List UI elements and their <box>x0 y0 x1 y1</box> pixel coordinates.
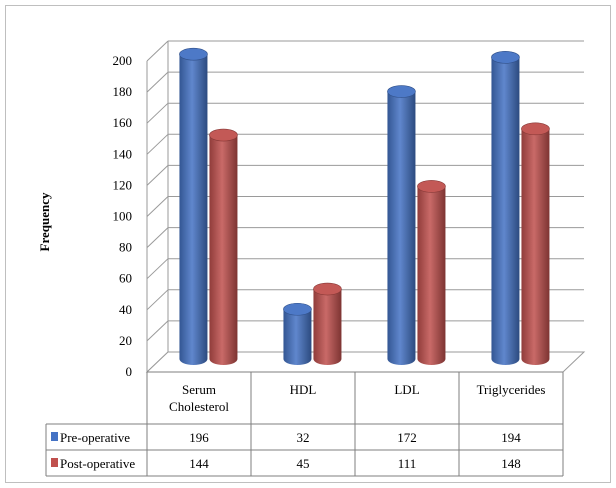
y-tick-label: 40 <box>119 302 132 317</box>
bar <box>417 180 446 365</box>
category-label: Serum <box>182 382 216 397</box>
bar <box>209 128 238 365</box>
y-tick-label: 180 <box>113 84 133 99</box>
category-label: Cholesterol <box>169 399 229 414</box>
data-table: Serum Cholesterol HDL LDL Triglycerides Pre-o… <box>45 371 564 477</box>
bar-body <box>209 135 238 365</box>
legend-label: Post-operative <box>60 456 135 471</box>
bar-body <box>283 309 312 365</box>
y-tick-label: 200 <box>113 53 133 68</box>
bar-body <box>387 91 416 365</box>
y-tick-label: 160 <box>113 115 133 130</box>
bar <box>521 122 550 365</box>
side-gridline <box>146 320 169 342</box>
bar-body <box>521 128 550 365</box>
table-value: 172 <box>397 430 417 445</box>
category-label: HDL <box>290 382 317 397</box>
table-value: 194 <box>501 430 521 445</box>
table-value: 32 <box>297 430 310 445</box>
bar-body <box>179 54 208 365</box>
side-gridline <box>146 102 169 124</box>
side-gridline <box>146 40 169 62</box>
bar <box>313 282 342 365</box>
bar-cap <box>313 282 342 296</box>
y-tick-label: 20 <box>119 333 132 348</box>
side-gridline <box>146 71 169 93</box>
side-gridline <box>146 133 169 155</box>
table-value: 196 <box>189 430 209 445</box>
legend-swatch <box>51 432 58 441</box>
bar-cap <box>179 47 208 61</box>
legend-swatch <box>51 458 58 467</box>
table-value: 144 <box>189 456 209 471</box>
y-tick-label: 100 <box>113 209 133 224</box>
table-value: 45 <box>297 456 310 471</box>
bar-body <box>417 186 446 365</box>
table-value: 148 <box>501 456 521 471</box>
side-gridline <box>146 227 169 248</box>
side-gridline <box>146 165 169 186</box>
category-label: Triglycerides <box>477 382 546 397</box>
y-tick-label: 0 <box>126 364 133 379</box>
y-tick-label: 80 <box>119 240 132 255</box>
bar-body <box>313 289 342 365</box>
table-value: 111 <box>398 456 417 471</box>
bar <box>179 47 208 365</box>
bar <box>491 51 520 365</box>
bar <box>283 302 312 365</box>
bar-cap <box>521 122 550 136</box>
y-tick-label: 140 <box>113 146 133 161</box>
y-tick-label: 60 <box>119 271 132 286</box>
bar <box>387 85 416 365</box>
side-gridline <box>146 196 169 217</box>
category-label: LDL <box>394 382 419 397</box>
bars <box>179 47 550 365</box>
bar-cap <box>417 180 446 193</box>
side-gridline <box>146 289 169 311</box>
y-tick-label: 120 <box>113 177 133 192</box>
bar-cap <box>387 85 416 98</box>
bar-cap <box>283 302 312 316</box>
bar-cap <box>491 51 520 64</box>
legend-label: Pre-operative <box>60 430 130 445</box>
bar-cap <box>209 128 238 142</box>
y-axis-label: Frequency <box>37 192 52 251</box>
side-gridline <box>146 258 169 280</box>
bar-body <box>491 57 520 365</box>
